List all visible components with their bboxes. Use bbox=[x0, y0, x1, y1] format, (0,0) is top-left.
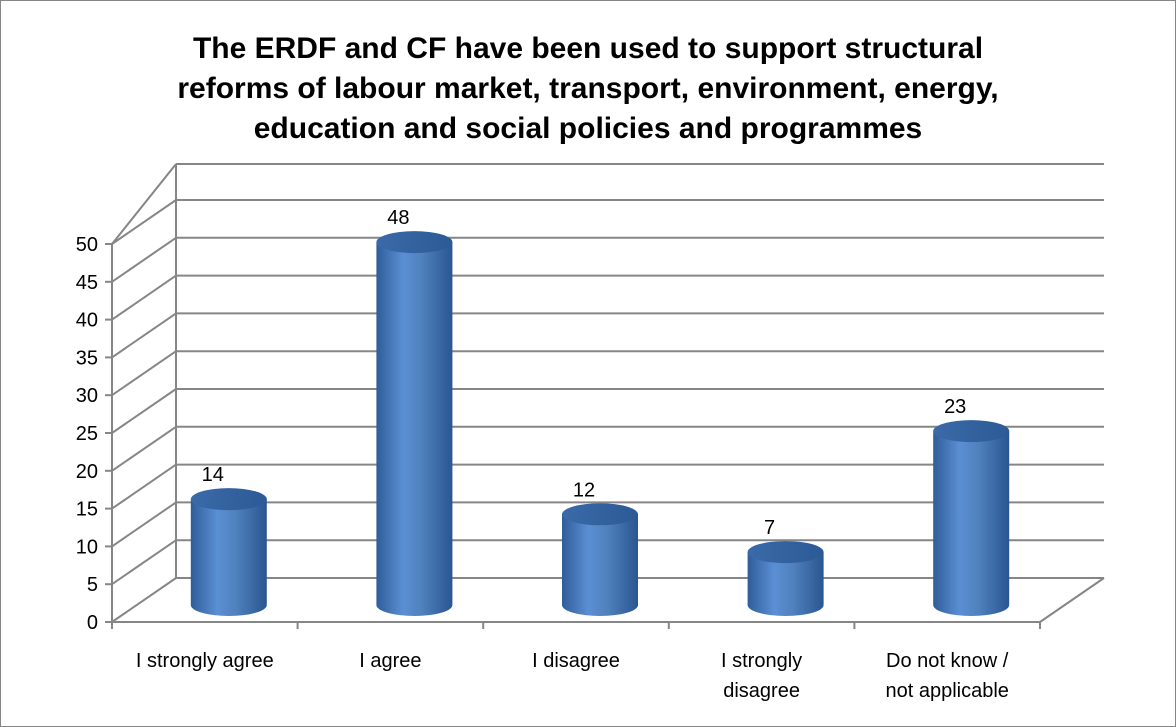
gridline-diagonal bbox=[111, 501, 177, 548]
data-label: 48 bbox=[387, 207, 409, 229]
bar-top bbox=[190, 488, 267, 511]
bars-layer bbox=[190, 231, 1010, 616]
bar-body bbox=[562, 514, 638, 616]
data-label: 7 bbox=[764, 517, 775, 539]
gridline-diagonal bbox=[111, 312, 177, 359]
bar-body bbox=[747, 552, 824, 616]
bar bbox=[562, 503, 638, 616]
y-tick-label: 25 bbox=[76, 423, 98, 445]
chart-title-line-3: education and social policies and progra… bbox=[253, 112, 923, 145]
gridline-diagonal bbox=[111, 163, 177, 245]
x-category-label: disagree bbox=[723, 680, 800, 702]
data-label: 12 bbox=[573, 479, 595, 501]
y-tick-label: 10 bbox=[76, 536, 98, 558]
bar-top bbox=[747, 541, 824, 564]
chart-title-line-1: The ERDF and CF have been used to suppor… bbox=[192, 32, 984, 65]
bar-body bbox=[933, 431, 1010, 616]
x-category-label: not applicable bbox=[885, 680, 1008, 702]
x-category-label: I agree bbox=[359, 650, 421, 672]
gridline-diagonal bbox=[111, 577, 177, 623]
bar-top bbox=[376, 231, 453, 254]
y-tick-label: 15 bbox=[76, 499, 98, 521]
chart-title-line-2: reforms of labour market, transport, env… bbox=[177, 72, 999, 105]
gridline-diagonal bbox=[111, 388, 177, 434]
gridline-diagonal bbox=[111, 350, 177, 397]
y-tick-label: 45 bbox=[76, 272, 98, 294]
grid-layer bbox=[105, 163, 1105, 629]
x-category-label: I strongly agree bbox=[136, 650, 274, 672]
gridline-diagonal bbox=[111, 236, 177, 283]
bar bbox=[376, 231, 453, 616]
bar bbox=[747, 541, 824, 616]
chart-title: The ERDF and CF have been used to suppor… bbox=[1, 29, 1175, 149]
floor-right-edge bbox=[1039, 577, 1105, 623]
y-tick-label: 5 bbox=[87, 574, 98, 596]
y-tick-label: 50 bbox=[76, 234, 98, 256]
y-tick-label: 35 bbox=[76, 347, 98, 369]
gridline-diagonal bbox=[111, 463, 177, 510]
bar bbox=[190, 488, 267, 616]
x-category-label: Do not know / bbox=[886, 650, 1009, 672]
labels-layer: 0 5 10 15 20 25 30 35 40 45 50 I strongly agree I ag… bbox=[76, 207, 1009, 702]
bar-body bbox=[190, 499, 267, 616]
data-label: 14 bbox=[202, 464, 224, 486]
bar bbox=[933, 420, 1010, 616]
y-tick-label: 0 bbox=[87, 612, 98, 634]
gridline-diagonal bbox=[111, 199, 177, 245]
gridline-diagonal bbox=[111, 274, 177, 321]
x-category-label: I disagree bbox=[532, 650, 620, 672]
y-tick-label: 30 bbox=[76, 385, 98, 407]
data-label: 23 bbox=[944, 396, 966, 418]
bar-top bbox=[933, 420, 1010, 443]
gridline-diagonal bbox=[111, 425, 177, 472]
y-tick-label: 40 bbox=[76, 310, 98, 332]
gridline-diagonal bbox=[111, 539, 177, 586]
x-category-label: I strongly bbox=[721, 650, 802, 672]
y-tick-label: 20 bbox=[76, 461, 98, 483]
bar-body bbox=[376, 242, 453, 616]
bar-top bbox=[562, 503, 638, 526]
